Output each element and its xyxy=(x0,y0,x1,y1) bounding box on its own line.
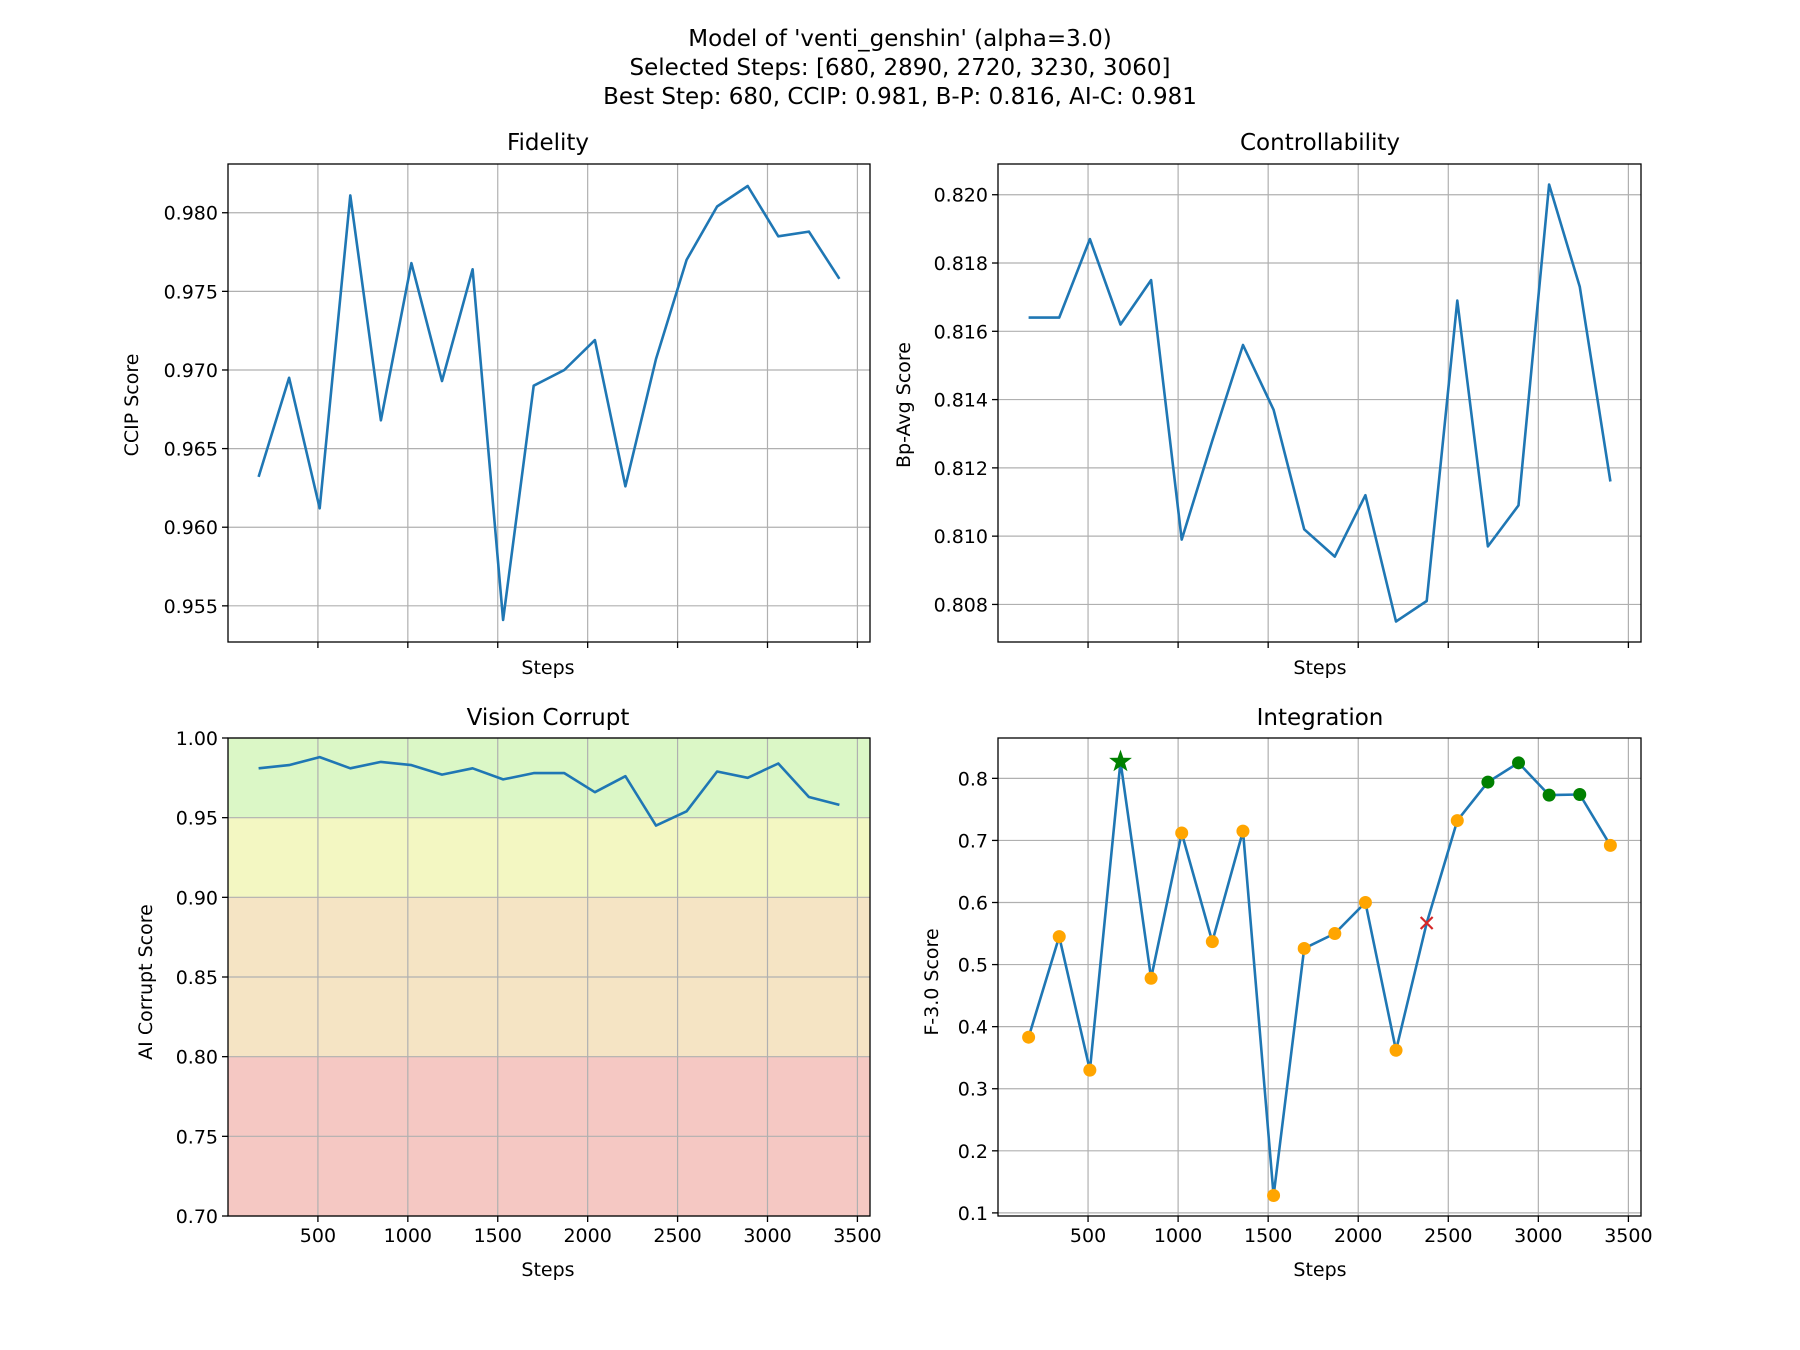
controllability-y-tick-label: 0.818 xyxy=(934,253,988,275)
fidelity-y-tick-label: 0.980 xyxy=(164,203,218,225)
vision-corrupt-panel: Steps AI Corrupt Score 500 1000 1500 2000 25… xyxy=(135,705,882,1281)
integration-panel: Steps F-3.0 Score 500 1000 1500 2000 2500 300… xyxy=(921,705,1653,1281)
controllability-axes-frame xyxy=(997,163,1642,643)
fidelity-title: Fidelity xyxy=(507,130,589,156)
fidelity-y-tick-label: 0.975 xyxy=(164,281,218,303)
fidelity-y-tick-label: 0.960 xyxy=(164,517,218,539)
integration-x-tick-label: 500 xyxy=(1070,1225,1106,1247)
integration-y-tick-label: 0.3 xyxy=(958,1079,988,1101)
integration-data-point xyxy=(1175,826,1189,840)
integration-x-tick-label: 1000 xyxy=(1154,1225,1202,1247)
fidelity-y-tick-label: 0.955 xyxy=(164,596,218,618)
controllability-panel: Steps Bp-Avg Score 0.808 0.810 0.812 0.814 0… xyxy=(893,130,1642,679)
integration-x-tick-label: 3000 xyxy=(1514,1225,1562,1247)
vision-corrupt-title: Vision Corrupt xyxy=(467,705,630,731)
fidelity-y-tick-label: 0.965 xyxy=(164,439,218,461)
integration-selected-point xyxy=(1542,788,1556,802)
vision-corrupt-y-tick-label: 0.75 xyxy=(176,1126,218,1148)
vision-corrupt-xlabel: Steps xyxy=(521,1259,574,1281)
controllability-y-tick-label: 0.808 xyxy=(934,594,988,616)
integration-x-tick-label: 2000 xyxy=(1334,1225,1382,1247)
integration-data-point xyxy=(1144,971,1158,985)
integration-axes-frame xyxy=(997,737,1642,1217)
controllability-ylabel: Bp-Avg Score xyxy=(893,342,915,468)
integration-selected-point xyxy=(1481,775,1495,789)
integration-data-point xyxy=(1389,1043,1403,1057)
integration-xlabel: Steps xyxy=(1293,1259,1346,1281)
integration-data-point xyxy=(1236,824,1250,838)
integration-data-point xyxy=(1022,1030,1036,1044)
integration-ylabel: F-3.0 Score xyxy=(921,928,943,1035)
vision-corrupt-y-tick-label: 0.70 xyxy=(176,1206,218,1228)
fidelity-xlabel: Steps xyxy=(521,657,574,679)
vision-corrupt-y-tick-label: 1.00 xyxy=(176,728,218,750)
integration-data-point xyxy=(1358,896,1372,910)
vision-corrupt-y-tick-label: 0.90 xyxy=(176,887,218,909)
vision-corrupt-x-tick-label: 2500 xyxy=(653,1225,701,1247)
integration-y-tick-label: 0.7 xyxy=(958,830,988,852)
integration-selected-point xyxy=(1573,787,1587,801)
integration-y-tick-label: 0.4 xyxy=(958,1017,988,1039)
vision-corrupt-y-tick-label: 0.85 xyxy=(176,967,218,989)
vision-corrupt-x-tick-label: 2000 xyxy=(563,1225,611,1247)
controllability-y-tick-label: 0.812 xyxy=(934,458,988,480)
fidelity-series-line xyxy=(257,184,841,622)
integration-excluded-point xyxy=(1419,916,1434,930)
integration-data-point xyxy=(1267,1189,1281,1203)
fidelity-panel: Steps CCIP Score 0.955 0.960 0.965 0.970 0.9… xyxy=(121,130,871,679)
integration-data-point xyxy=(1205,935,1219,949)
integration-data-point xyxy=(1450,814,1464,828)
controllability-y-tick-label: 0.816 xyxy=(934,321,988,343)
vision-corrupt-x-tick-label: 500 xyxy=(300,1225,336,1247)
vision-corrupt-x-tick-label: 3500 xyxy=(833,1225,881,1247)
controllability-y-tick-label: 0.814 xyxy=(934,390,988,412)
integration-x-tick-label: 2500 xyxy=(1424,1225,1472,1247)
vision-corrupt-y-tick-label: 0.80 xyxy=(176,1047,218,1069)
figure-title-line-1: Model of 'venti_genshin' (alpha=3.0) xyxy=(688,26,1111,52)
integration-data-point xyxy=(1297,941,1311,955)
figure-title-line-3: Best Step: 680, CCIP: 0.981, B-P: 0.816,… xyxy=(603,84,1197,110)
vision-corrupt-x-tick-label: 1000 xyxy=(384,1225,432,1247)
vision-corrupt-x-tick-label: 3000 xyxy=(743,1225,791,1247)
integration-data-point xyxy=(1052,930,1066,944)
controllability-y-tick-label: 0.820 xyxy=(934,185,988,207)
integration-data-point xyxy=(1328,927,1342,941)
integration-selected-point xyxy=(1512,756,1526,770)
fidelity-y-tick-label: 0.970 xyxy=(164,360,218,382)
figure-title-line-2: Selected Steps: [680, 2890, 2720, 3230, … xyxy=(630,55,1171,81)
integration-y-tick-label: 0.6 xyxy=(958,893,988,915)
vision-corrupt-ylabel: AI Corrupt Score xyxy=(135,904,157,1060)
vision-corrupt-band-1 xyxy=(228,817,870,898)
integration-y-tick-label: 0.2 xyxy=(958,1141,988,1163)
vision-corrupt-x-tick-label: 1500 xyxy=(474,1225,522,1247)
vision-corrupt-y-tick-label: 0.95 xyxy=(176,808,218,830)
fidelity-axes-frame xyxy=(227,163,871,643)
integration-excluded-point-stroke xyxy=(1419,916,1434,930)
integration-best-point xyxy=(1109,749,1132,772)
controllability-y-tick-label: 0.810 xyxy=(934,526,988,548)
vision-corrupt-band-0 xyxy=(228,738,870,818)
integration-x-tick-label: 3500 xyxy=(1604,1225,1652,1247)
fidelity-ylabel: CCIP Score xyxy=(121,354,143,457)
integration-data-point xyxy=(1083,1063,1097,1077)
integration-data-point xyxy=(1603,838,1617,852)
controllability-series-line xyxy=(1028,183,1612,623)
integration-y-tick-label: 0.8 xyxy=(958,768,988,790)
integration-y-tick-label: 0.5 xyxy=(958,955,988,977)
integration-y-tick-label: 0.1 xyxy=(958,1203,988,1225)
controllability-xlabel: Steps xyxy=(1293,657,1346,679)
vision-corrupt-series-line xyxy=(258,755,840,827)
integration-x-tick-label: 1500 xyxy=(1244,1225,1292,1247)
integration-title: Integration xyxy=(1257,705,1384,731)
integration-series-line xyxy=(1027,760,1612,1197)
controllability-title: Controllability xyxy=(1240,130,1400,156)
